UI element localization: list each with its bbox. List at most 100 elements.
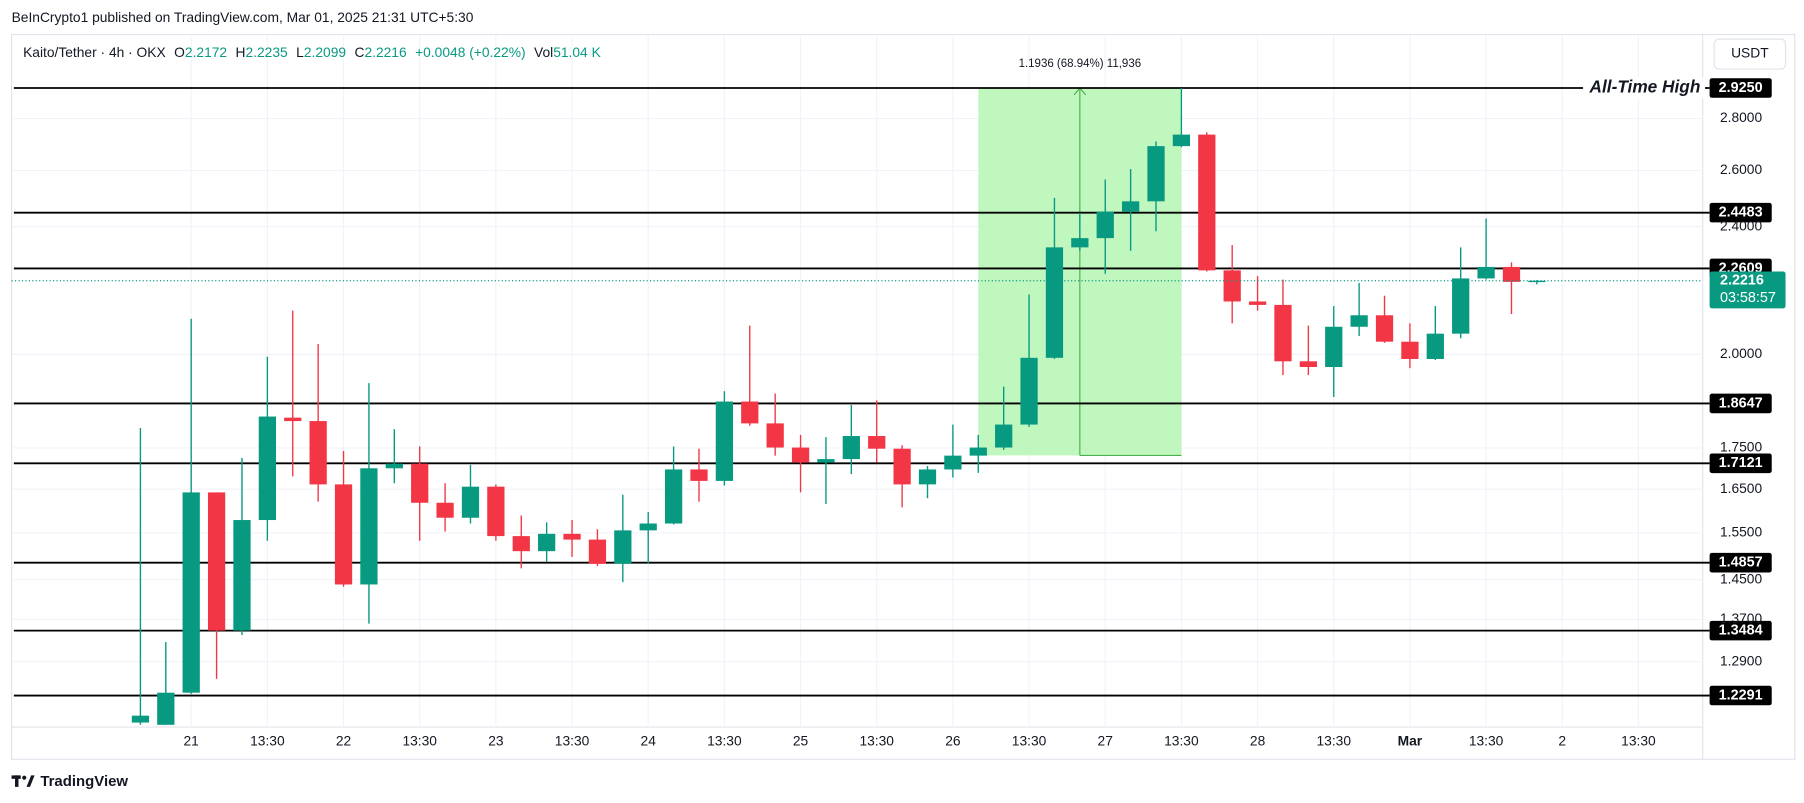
candle-body [1426, 333, 1444, 359]
legend: Kaito/Tether · 4h · OKX O2.2172 H2.2235 … [23, 45, 602, 60]
candle-body [690, 469, 708, 481]
candle-body [1299, 361, 1317, 367]
x-tick-label: 13:30 [250, 734, 285, 749]
level-label: 1.8647 [1719, 395, 1763, 411]
candle-body [131, 715, 150, 723]
candle-body [1223, 270, 1241, 302]
currency[interactable]: USDT [1731, 46, 1769, 61]
legend-close: 2.2216 [364, 45, 407, 60]
candle-body [1147, 146, 1165, 202]
candle-body [436, 502, 454, 518]
candle-body [995, 424, 1013, 448]
candle-body [512, 536, 530, 552]
legend-volume: 51.04 K [553, 45, 601, 60]
annotation: All-Time High [1589, 77, 1701, 97]
brand-logo [11, 775, 35, 787]
level-label-box [1709, 202, 1772, 223]
x-tick-label: 22 [336, 734, 351, 749]
candle-body [1401, 341, 1419, 359]
legend-change: +0.0048 (+0.22%) [415, 45, 525, 60]
legend-open-label: O [174, 45, 185, 60]
legend-low: 2.2099 [304, 45, 347, 60]
candle-body [1375, 315, 1394, 342]
candle-body [258, 416, 276, 521]
candle-body [487, 486, 505, 537]
level-label: 1.4857 [1719, 554, 1763, 570]
level-label-box [1709, 620, 1772, 641]
current-price-box [1709, 271, 1786, 309]
legend-low-label: L [296, 45, 304, 60]
y-tick-label: 1.2900 [1720, 653, 1763, 668]
candle-body [1477, 266, 1495, 279]
currency-button[interactable] [1713, 38, 1787, 70]
candle-body [944, 455, 962, 470]
level-label-box [1709, 78, 1772, 98]
candle-body [1121, 201, 1140, 212]
candle-body [614, 530, 632, 564]
level-label: 1.7121 [1719, 455, 1763, 471]
candle-body [157, 692, 175, 725]
candle-body [1528, 280, 1546, 283]
level-label: 2.9250 [1719, 80, 1763, 96]
level-label-box [1709, 393, 1772, 414]
candle-body [1172, 134, 1191, 147]
level-label-box [1709, 552, 1772, 573]
x-tick-label: 13:30 [1621, 734, 1656, 749]
x-tick-label: 13:30 [859, 734, 894, 749]
candle-body [1502, 266, 1521, 282]
candle-body [334, 484, 353, 585]
candle-body [741, 401, 759, 424]
y-tick-label: 1.6500 [1720, 481, 1763, 496]
candle-body [411, 463, 429, 503]
measure: 1.1936 (68.94%) 11,936 [978, 58, 1182, 457]
candle-body [1350, 315, 1368, 327]
candle-body [1248, 301, 1267, 305]
candle-body [284, 417, 302, 422]
x-tick-label: 25 [793, 734, 809, 749]
y-tick-label: 1.4500 [1720, 571, 1763, 586]
y-tick-label: 2.0000 [1720, 346, 1763, 361]
countdown: 03:58:57 [1720, 290, 1776, 306]
candle-body [207, 492, 226, 631]
level-label-box [1709, 685, 1772, 706]
candle-body [538, 533, 556, 552]
x-tick-label: 21 [184, 734, 199, 749]
x-tick-label: 26 [945, 734, 961, 749]
candles [131, 87, 1546, 725]
current-price-label: 2.2216 [1720, 273, 1764, 289]
publisher: BeInCrypto1 published on TradingView.com… [12, 10, 474, 25]
candle-body [563, 533, 581, 540]
candle-body [893, 448, 911, 485]
x-tick-label: 27 [1098, 734, 1113, 749]
x-tick-label: Mar [1398, 734, 1423, 749]
candle-body [1274, 304, 1292, 362]
candle-body [1045, 247, 1064, 358]
candle-body [639, 523, 657, 531]
x-tick-label: 28 [1250, 734, 1266, 749]
candle-body [1096, 211, 1114, 239]
frame [10, 33, 1796, 760]
x-tick-label: 24 [641, 734, 657, 749]
brand: TradingView [40, 773, 128, 790]
y-tick-label: 2.4000 [1720, 218, 1763, 233]
x-tick-label: 13:30 [1469, 734, 1504, 749]
candle-body [842, 436, 860, 460]
legend-open: 2.2172 [185, 45, 227, 60]
legend-volume-label: Vol [534, 45, 553, 60]
axes: 2.8000 2.6000 2.4000 2.0000 1.7500 1.6500 1.55… [11, 110, 1786, 749]
x-tick-label: 2 [1558, 734, 1566, 749]
level-label: 2.4483 [1719, 204, 1763, 220]
candle-body [360, 468, 378, 585]
y-tick-label: 1.7500 [1720, 440, 1763, 455]
candle-body [1452, 278, 1470, 334]
candle-body [791, 447, 810, 463]
candle-body [385, 463, 403, 469]
level-label-box [1709, 453, 1772, 474]
measure-label: 1.1936 (68.94%) 11,936 [1019, 58, 1142, 70]
y-tick-label: 2.6000 [1720, 162, 1763, 177]
candle-body [1198, 134, 1216, 271]
candle-body [969, 447, 987, 456]
candle-body [1325, 326, 1343, 367]
